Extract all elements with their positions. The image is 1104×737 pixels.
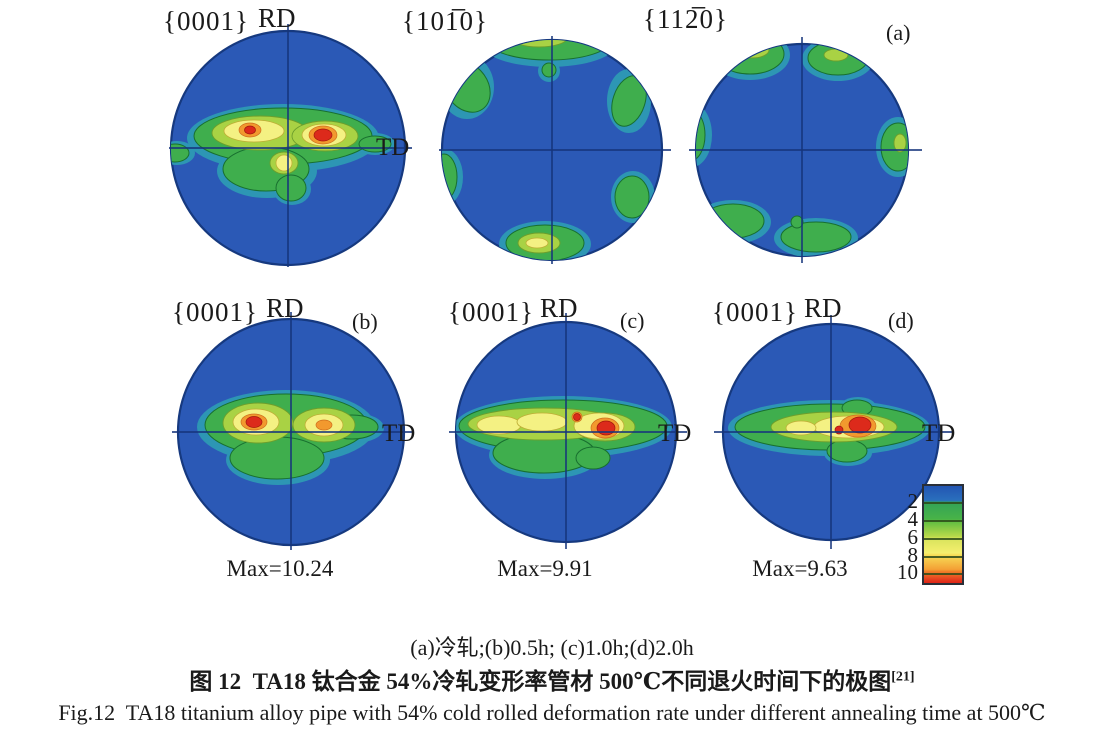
caption-chinese-text: 图 12 TA18 钛合金 54%冷轧变形率管材 500℃不同退火时间下的极图 (189, 669, 892, 694)
td-label-d: TD (922, 420, 956, 447)
panel-tag-c: (c) (620, 308, 645, 333)
rd-label-b: RD (266, 293, 304, 323)
subfigure-caption: (a)冷轧;(b)0.5h; (c)1.0h;(d)2.0h (410, 635, 694, 660)
td-label-c: TD (658, 420, 692, 447)
plane-label-a1: {0001} (163, 6, 249, 36)
max-value-d: Max=9.63 (752, 556, 848, 581)
pole-figure-0001-d (714, 315, 953, 549)
contour-blobs (197, 390, 384, 485)
plane-label-d: {0001} (712, 297, 798, 327)
caption-reference: [21] (891, 669, 915, 685)
panel-tag-b: (b) (352, 309, 378, 334)
colorbar-divider (924, 502, 962, 504)
pole-figure-0001-b (172, 312, 412, 550)
td-label-b: TD (382, 420, 416, 447)
td-label-a1: TD (376, 134, 410, 161)
rd-label-c: RD (540, 293, 578, 323)
max-value-c: Max=9.91 (497, 556, 593, 581)
colorbar-tick-2: 2 (907, 489, 919, 513)
contour-blobs (442, 40, 655, 260)
colorbar-divider (924, 556, 962, 558)
plane-label-a3: {112̅0} (643, 4, 728, 34)
colorbar-divider (924, 520, 962, 522)
rd-label-d: RD (804, 293, 842, 323)
pole-figure-1010-cold-rolled (439, 36, 671, 264)
colorbar-divider (924, 573, 962, 575)
rd-label-a1: RD (258, 3, 296, 33)
plane-label-a2: {101̅0} (402, 6, 488, 36)
max-value-b: Max=10.24 (226, 556, 334, 581)
intensity-colorbar (922, 484, 964, 585)
plane-label-b: {0001} (172, 297, 258, 327)
panel-tag-a: (a) (886, 20, 911, 45)
caption-english: Fig.12 TA18 titanium alloy pipe with 54%… (58, 700, 1046, 725)
colorbar-tick-6: 6 (907, 525, 919, 549)
colorbar-divider (924, 538, 962, 540)
pole-figure-1120-cold-rolled (689, 37, 922, 263)
panel-tag-d: (d) (888, 308, 914, 333)
colorbar-tick-4: 4 (907, 507, 919, 531)
caption-chinese: 图 12 TA18 钛合金 54%冷轧变形率管材 500℃不同退火时间下的极图[… (0, 662, 1104, 696)
pole-figure-0001-cold-rolled (169, 24, 412, 267)
pole-figure-0001-c (449, 313, 687, 549)
colorbar-tick-10: 10 (897, 560, 918, 584)
colorbar-tick-8: 8 (907, 543, 919, 567)
plane-label-c: {0001} (448, 297, 534, 327)
